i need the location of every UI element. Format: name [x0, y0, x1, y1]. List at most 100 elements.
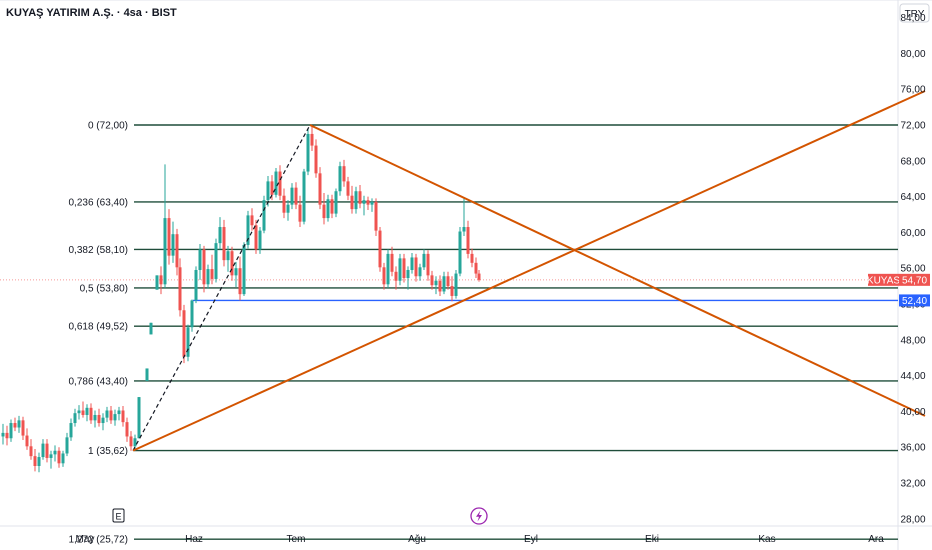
- price-tick-label: 60,00: [900, 228, 925, 239]
- candle: [442, 271, 446, 295]
- time-tick-label: Ara: [868, 534, 884, 545]
- candle: [145, 368, 149, 381]
- support-price-label: 52,40: [902, 296, 927, 307]
- last-price-tag: KUYAS 54,70: [867, 273, 930, 286]
- candle: [330, 194, 334, 219]
- candle: [105, 406, 109, 423]
- candles: [1, 125, 481, 473]
- candle: [137, 397, 141, 439]
- candle: [310, 125, 314, 151]
- candle: [17, 415, 21, 433]
- candle: [286, 200, 290, 221]
- currency-button[interactable]: TRY: [899, 3, 930, 23]
- candle: [25, 428, 29, 450]
- candle: [306, 128, 310, 176]
- fib-label: 0,5 (53,80): [80, 283, 128, 294]
- candle: [65, 432, 69, 457]
- currency-label: TRY: [905, 9, 925, 20]
- candle: [155, 275, 159, 290]
- last-price-label: 54,70: [902, 275, 927, 286]
- price-tick-label: 56,00: [900, 264, 925, 275]
- time-tick-label: Eyl: [524, 534, 538, 545]
- price-tick-label: 64,00: [900, 192, 925, 203]
- candle: [97, 408, 101, 427]
- candle: [129, 431, 133, 451]
- dividend-marker[interactable]: [470, 507, 488, 525]
- earnings-marker[interactable]: E: [112, 508, 125, 523]
- time-tick-label: May: [76, 534, 95, 545]
- candle: [402, 253, 406, 283]
- fib-label: 0,382 (58,10): [69, 245, 129, 256]
- candle: [470, 248, 474, 268]
- price-axis[interactable]: 24,0028,0032,0036,0040,0044,0048,0052,00…: [900, 13, 925, 550]
- candle: [186, 324, 190, 362]
- candle: [378, 227, 382, 272]
- candle: [37, 452, 41, 473]
- candle: [346, 176, 350, 201]
- candle: [426, 250, 430, 281]
- candle: [9, 419, 13, 442]
- candle: [434, 276, 438, 295]
- fib-label: 0,618 (49,52): [69, 322, 129, 333]
- candle: [262, 195, 266, 234]
- candle: [474, 257, 478, 279]
- fib-projection-line[interactable]: [132, 124, 311, 451]
- candle: [342, 159, 346, 187]
- candle: [458, 227, 462, 277]
- candle: [318, 167, 322, 210]
- earnings-label: E: [115, 512, 121, 522]
- candle: [430, 270, 434, 290]
- time-tick-label: Kas: [758, 534, 775, 545]
- candle: [198, 244, 202, 280]
- candle: [117, 406, 121, 421]
- fib-label: 0,786 (43,40): [69, 376, 129, 387]
- candle: [390, 246, 394, 277]
- price-tick-label: 84,00: [900, 13, 925, 24]
- candle: [49, 450, 53, 469]
- candle: [410, 252, 414, 274]
- candle: [21, 416, 25, 441]
- price-tick-label: 48,00: [900, 335, 925, 346]
- candle: [85, 404, 89, 422]
- price-tick-label: 44,00: [900, 371, 925, 382]
- candle: [226, 245, 230, 272]
- candle: [230, 246, 234, 281]
- candle: [125, 417, 129, 442]
- time-axis[interactable]: May Haz Tem Ağu Eyl Eki Kas Ara: [76, 534, 885, 545]
- trend-line-ascending[interactable]: [132, 90, 926, 452]
- fibonacci-levels[interactable]: 0 (72,00) 0,236 (63,40) 0,382 (58,10) 0,5 (…: [69, 121, 899, 546]
- candle: [290, 183, 294, 210]
- symbol-tag-label: KUYAS: [867, 275, 900, 286]
- candle: [477, 269, 481, 282]
- candle: [354, 186, 358, 214]
- candle: [222, 219, 226, 267]
- candle: [374, 198, 378, 236]
- price-tick-label: 72,00: [900, 121, 925, 132]
- candle: [326, 194, 330, 222]
- price-tick-label: 40,00: [900, 407, 925, 418]
- candle: [466, 220, 470, 259]
- candle: [41, 439, 45, 460]
- candle: [450, 276, 454, 302]
- price-tick-label: 80,00: [900, 49, 925, 60]
- fib-label: 0,236 (63,40): [69, 197, 129, 208]
- fib-label: 0 (72,00): [88, 121, 128, 132]
- trend-line-descending[interactable]: [309, 124, 926, 417]
- candle: [29, 439, 33, 460]
- candle: [386, 249, 390, 288]
- candle: [167, 209, 171, 265]
- price-tick-label: 32,00: [900, 479, 925, 490]
- trend-lines[interactable]: [132, 90, 926, 452]
- candle: [274, 167, 278, 198]
- fib-label: 1 (35,62): [88, 446, 128, 457]
- candle: [178, 258, 182, 317]
- candle: [89, 403, 93, 424]
- candle: [414, 253, 418, 282]
- candle: [109, 406, 113, 424]
- candle: [214, 238, 218, 283]
- price-tick-label: 68,00: [900, 156, 925, 167]
- candle: [278, 165, 282, 201]
- candle: [113, 409, 117, 426]
